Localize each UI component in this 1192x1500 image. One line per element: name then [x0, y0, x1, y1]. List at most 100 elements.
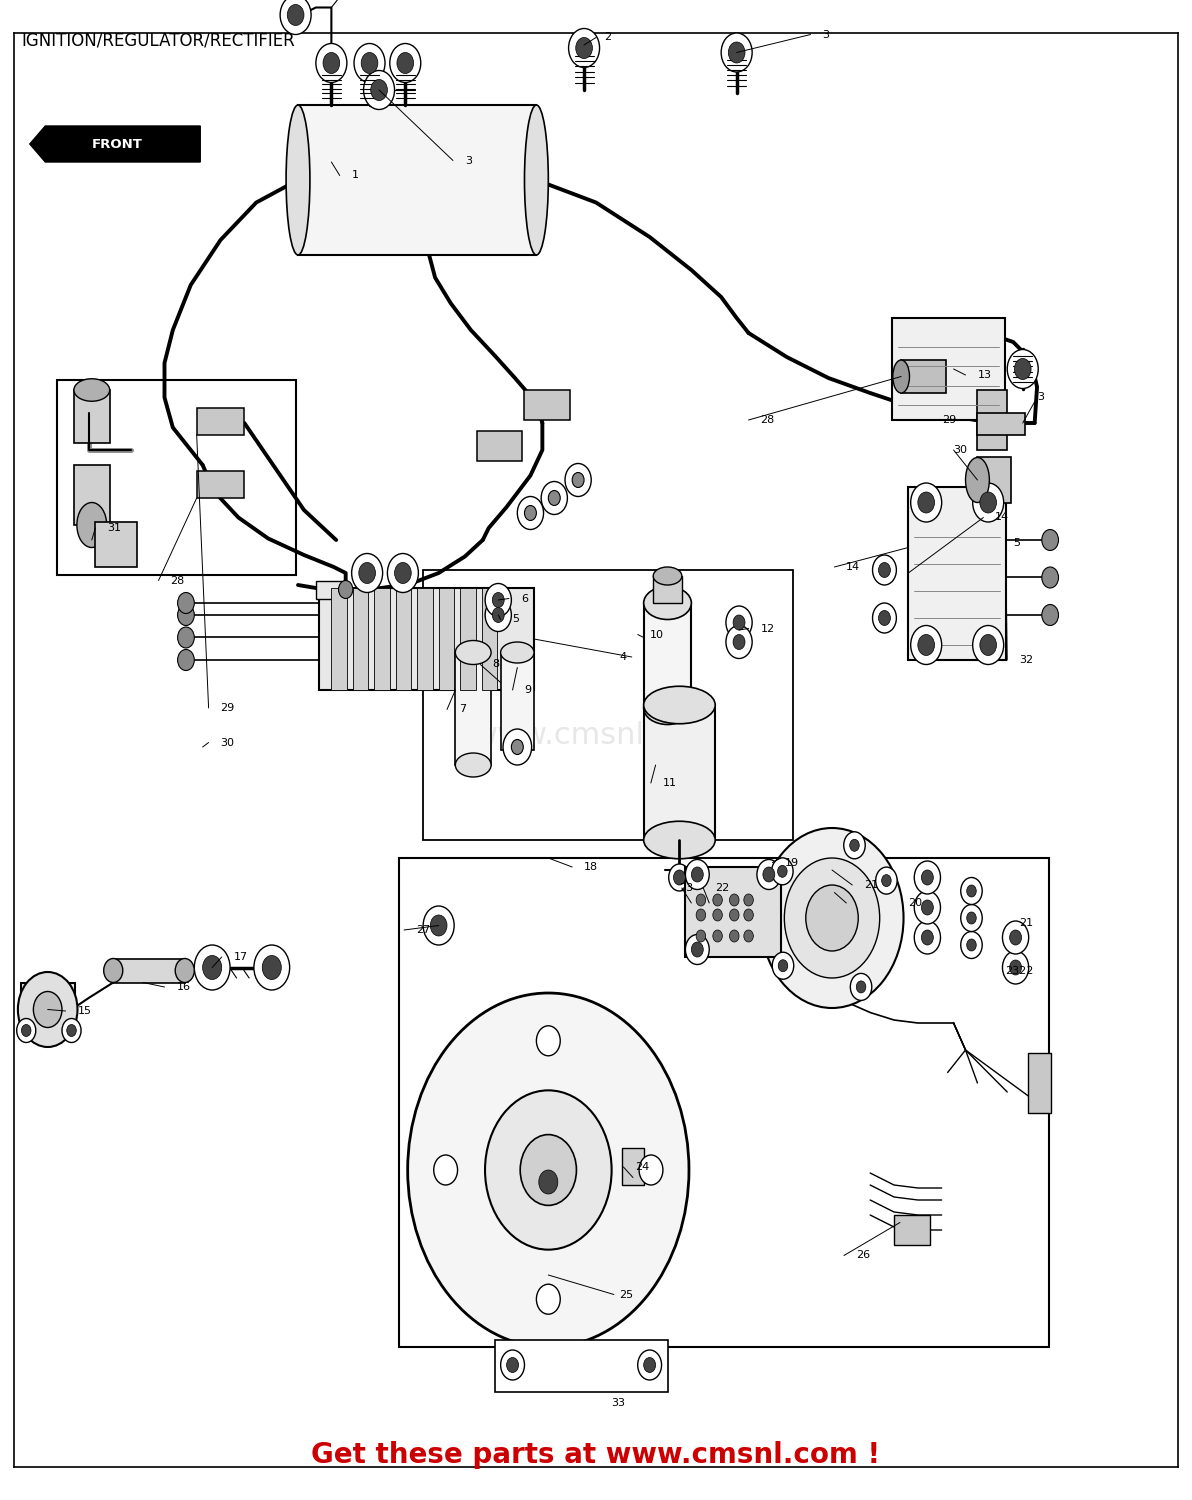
Circle shape	[696, 930, 706, 942]
Circle shape	[876, 867, 898, 894]
Bar	[21, 982, 75, 1035]
Text: 14: 14	[846, 562, 861, 572]
Bar	[74, 390, 110, 442]
Circle shape	[354, 44, 385, 82]
Circle shape	[967, 912, 976, 924]
Text: 31: 31	[107, 524, 122, 532]
Circle shape	[530, 1160, 566, 1204]
Bar	[901, 360, 946, 393]
Circle shape	[744, 894, 753, 906]
Circle shape	[778, 960, 788, 972]
Text: 26: 26	[856, 1251, 870, 1260]
Circle shape	[194, 945, 230, 990]
Circle shape	[1007, 350, 1038, 388]
Circle shape	[287, 4, 304, 26]
Circle shape	[492, 608, 504, 622]
Text: 20: 20	[908, 898, 923, 908]
Text: 25: 25	[619, 1290, 633, 1299]
Text: 2: 2	[604, 33, 611, 42]
Circle shape	[772, 952, 794, 980]
Circle shape	[685, 934, 709, 964]
Circle shape	[730, 894, 739, 906]
Circle shape	[696, 909, 706, 921]
Bar	[477, 430, 522, 460]
Circle shape	[501, 1350, 524, 1380]
Text: 32: 32	[1019, 656, 1033, 664]
Circle shape	[980, 634, 997, 656]
Text: 29: 29	[221, 704, 235, 712]
Ellipse shape	[644, 822, 715, 858]
Circle shape	[1042, 567, 1058, 588]
Text: 27: 27	[416, 926, 430, 934]
Text: 1: 1	[352, 171, 359, 180]
Text: 5: 5	[513, 615, 520, 624]
Circle shape	[918, 492, 935, 513]
Bar	[495, 1340, 668, 1392]
Circle shape	[691, 942, 703, 957]
Circle shape	[777, 865, 787, 877]
Ellipse shape	[104, 958, 123, 982]
Bar	[374, 588, 390, 690]
Circle shape	[961, 904, 982, 932]
Circle shape	[485, 1090, 611, 1250]
Circle shape	[914, 861, 940, 894]
Circle shape	[918, 634, 935, 656]
Bar	[1028, 1053, 1051, 1113]
Text: 30: 30	[221, 738, 235, 747]
Circle shape	[548, 490, 560, 506]
Bar	[977, 413, 1025, 435]
Circle shape	[517, 496, 544, 530]
Circle shape	[726, 626, 752, 658]
Circle shape	[1014, 358, 1031, 380]
Text: 21: 21	[864, 880, 879, 890]
Circle shape	[713, 909, 722, 921]
Circle shape	[713, 894, 722, 906]
Circle shape	[673, 870, 685, 885]
Circle shape	[576, 38, 592, 58]
Circle shape	[760, 828, 904, 1008]
Text: 8: 8	[492, 660, 499, 669]
Circle shape	[178, 592, 194, 613]
Text: 13: 13	[977, 370, 992, 380]
Ellipse shape	[893, 360, 909, 393]
Circle shape	[961, 932, 982, 958]
Circle shape	[973, 483, 1004, 522]
Circle shape	[316, 44, 347, 82]
Circle shape	[485, 584, 511, 616]
Text: 14: 14	[995, 513, 1010, 522]
Text: 18: 18	[584, 862, 598, 871]
Text: 11: 11	[663, 778, 677, 788]
Bar	[894, 1215, 930, 1245]
Text: 22: 22	[715, 884, 730, 892]
Circle shape	[967, 939, 976, 951]
Text: 23: 23	[679, 884, 694, 892]
Circle shape	[879, 562, 890, 578]
Text: 3: 3	[1037, 393, 1044, 402]
Ellipse shape	[501, 642, 534, 663]
Circle shape	[1010, 930, 1022, 945]
Ellipse shape	[644, 586, 691, 620]
Text: 7: 7	[459, 705, 466, 714]
Text: 29: 29	[942, 416, 956, 424]
Circle shape	[507, 1358, 519, 1372]
Circle shape	[806, 885, 858, 951]
Circle shape	[696, 894, 706, 906]
Circle shape	[503, 729, 532, 765]
Circle shape	[536, 1284, 560, 1314]
Bar	[74, 465, 110, 525]
Circle shape	[1042, 530, 1058, 550]
Circle shape	[685, 859, 709, 889]
Bar	[977, 458, 1011, 503]
Circle shape	[524, 506, 536, 520]
Circle shape	[430, 915, 447, 936]
Circle shape	[572, 472, 584, 488]
Circle shape	[492, 592, 504, 608]
Circle shape	[569, 28, 600, 68]
Ellipse shape	[339, 580, 353, 598]
Circle shape	[879, 610, 890, 626]
Bar	[482, 588, 497, 690]
Circle shape	[21, 1024, 31, 1036]
Circle shape	[644, 1358, 656, 1372]
Circle shape	[691, 867, 703, 882]
Text: 2322: 2322	[1005, 966, 1033, 975]
